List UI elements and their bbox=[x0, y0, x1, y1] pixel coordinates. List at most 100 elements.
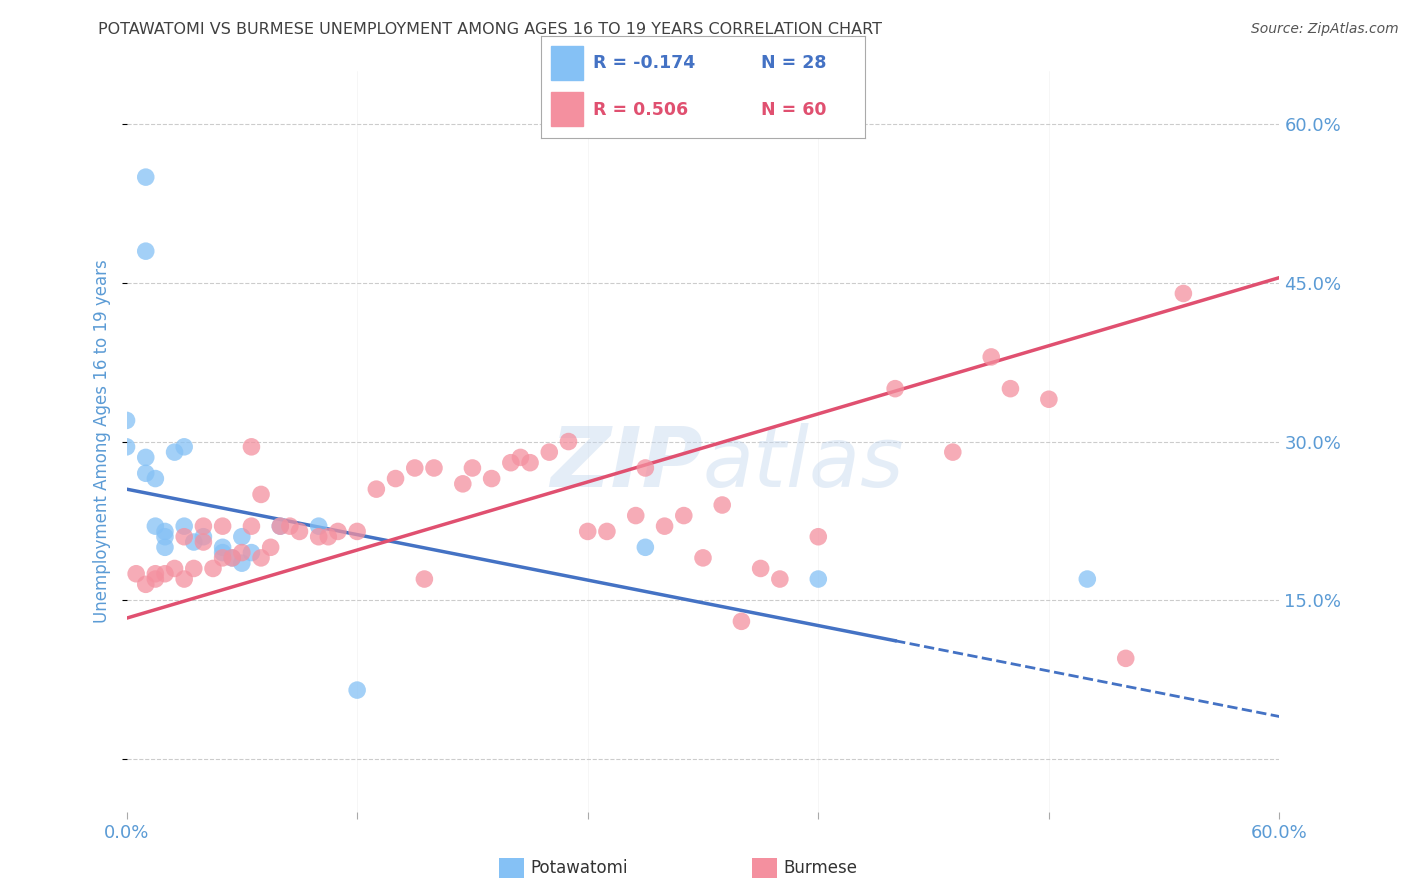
Point bbox=[423, 461, 446, 475]
Point bbox=[519, 456, 541, 470]
Point bbox=[366, 482, 388, 496]
Point bbox=[163, 445, 186, 459]
Point bbox=[509, 450, 531, 465]
Point bbox=[692, 550, 714, 565]
Point bbox=[308, 519, 330, 533]
Point bbox=[135, 577, 157, 591]
Y-axis label: Unemployment Among Ages 16 to 19 years: Unemployment Among Ages 16 to 19 years bbox=[93, 260, 111, 624]
Point bbox=[481, 471, 503, 485]
Point bbox=[211, 545, 233, 560]
Point bbox=[269, 519, 291, 533]
Point bbox=[1000, 382, 1022, 396]
Point bbox=[1173, 286, 1195, 301]
Point bbox=[163, 561, 186, 575]
Point bbox=[221, 550, 243, 565]
Text: Source: ZipAtlas.com: Source: ZipAtlas.com bbox=[1251, 22, 1399, 37]
Point bbox=[596, 524, 619, 539]
Point bbox=[557, 434, 579, 449]
Point bbox=[269, 519, 291, 533]
Point bbox=[711, 498, 734, 512]
Point bbox=[193, 535, 215, 549]
Point bbox=[461, 461, 484, 475]
Point bbox=[326, 524, 349, 539]
Point bbox=[730, 615, 752, 629]
Point bbox=[173, 519, 195, 533]
Point bbox=[259, 541, 281, 555]
Point bbox=[1038, 392, 1060, 407]
Point bbox=[672, 508, 695, 523]
Point bbox=[451, 476, 474, 491]
Text: N = 28: N = 28 bbox=[761, 54, 827, 72]
Text: R = -0.174: R = -0.174 bbox=[593, 54, 696, 72]
Point bbox=[231, 545, 253, 560]
Point bbox=[807, 572, 830, 586]
Point bbox=[316, 530, 339, 544]
Point bbox=[153, 530, 176, 544]
Point bbox=[749, 561, 772, 575]
Point bbox=[173, 572, 195, 586]
Point bbox=[413, 572, 436, 586]
Point bbox=[115, 440, 138, 454]
Point bbox=[153, 541, 176, 555]
Point bbox=[145, 471, 166, 485]
Point bbox=[115, 413, 138, 427]
Point bbox=[240, 440, 263, 454]
Point bbox=[576, 524, 599, 539]
Text: ZIP: ZIP bbox=[550, 423, 703, 504]
Point bbox=[193, 530, 215, 544]
Point bbox=[211, 519, 233, 533]
Point bbox=[980, 350, 1002, 364]
Point bbox=[211, 550, 233, 565]
Point bbox=[634, 461, 657, 475]
Point bbox=[250, 487, 273, 501]
Point bbox=[135, 244, 157, 259]
Point bbox=[538, 445, 561, 459]
Point bbox=[125, 566, 148, 581]
Point bbox=[384, 471, 406, 485]
Point bbox=[240, 545, 263, 560]
Point bbox=[183, 535, 205, 549]
Point bbox=[135, 467, 157, 481]
Point bbox=[173, 530, 195, 544]
Point bbox=[211, 541, 233, 555]
Point bbox=[288, 524, 311, 539]
Point bbox=[201, 561, 224, 575]
Text: R = 0.506: R = 0.506 bbox=[593, 101, 688, 119]
Point bbox=[278, 519, 301, 533]
Point bbox=[308, 530, 330, 544]
Point bbox=[654, 519, 676, 533]
Text: Potawatomi: Potawatomi bbox=[530, 859, 627, 877]
Point bbox=[769, 572, 792, 586]
Point bbox=[499, 456, 522, 470]
Point bbox=[884, 382, 907, 396]
Text: atlas: atlas bbox=[703, 423, 904, 504]
Text: POTAWATOMI VS BURMESE UNEMPLOYMENT AMONG AGES 16 TO 19 YEARS CORRELATION CHART: POTAWATOMI VS BURMESE UNEMPLOYMENT AMONG… bbox=[98, 22, 883, 37]
Bar bbox=[551, 45, 583, 79]
Point bbox=[807, 530, 830, 544]
Text: N = 60: N = 60 bbox=[761, 101, 827, 119]
Point bbox=[153, 566, 176, 581]
Point bbox=[193, 519, 215, 533]
Point bbox=[183, 561, 205, 575]
Point bbox=[145, 519, 166, 533]
Point bbox=[1076, 572, 1098, 586]
Point bbox=[173, 440, 195, 454]
Point bbox=[346, 683, 368, 698]
Point bbox=[250, 550, 273, 565]
Point bbox=[634, 541, 657, 555]
Point bbox=[346, 524, 368, 539]
Point bbox=[231, 556, 253, 570]
Point bbox=[153, 524, 176, 539]
Point bbox=[231, 530, 253, 544]
Point bbox=[135, 450, 157, 465]
Point bbox=[942, 445, 965, 459]
Point bbox=[135, 170, 157, 185]
Point bbox=[240, 519, 263, 533]
Bar bbox=[551, 92, 583, 126]
Point bbox=[404, 461, 426, 475]
Point bbox=[1115, 651, 1137, 665]
Point bbox=[145, 572, 166, 586]
Point bbox=[624, 508, 647, 523]
Text: Burmese: Burmese bbox=[783, 859, 858, 877]
Point bbox=[221, 550, 243, 565]
